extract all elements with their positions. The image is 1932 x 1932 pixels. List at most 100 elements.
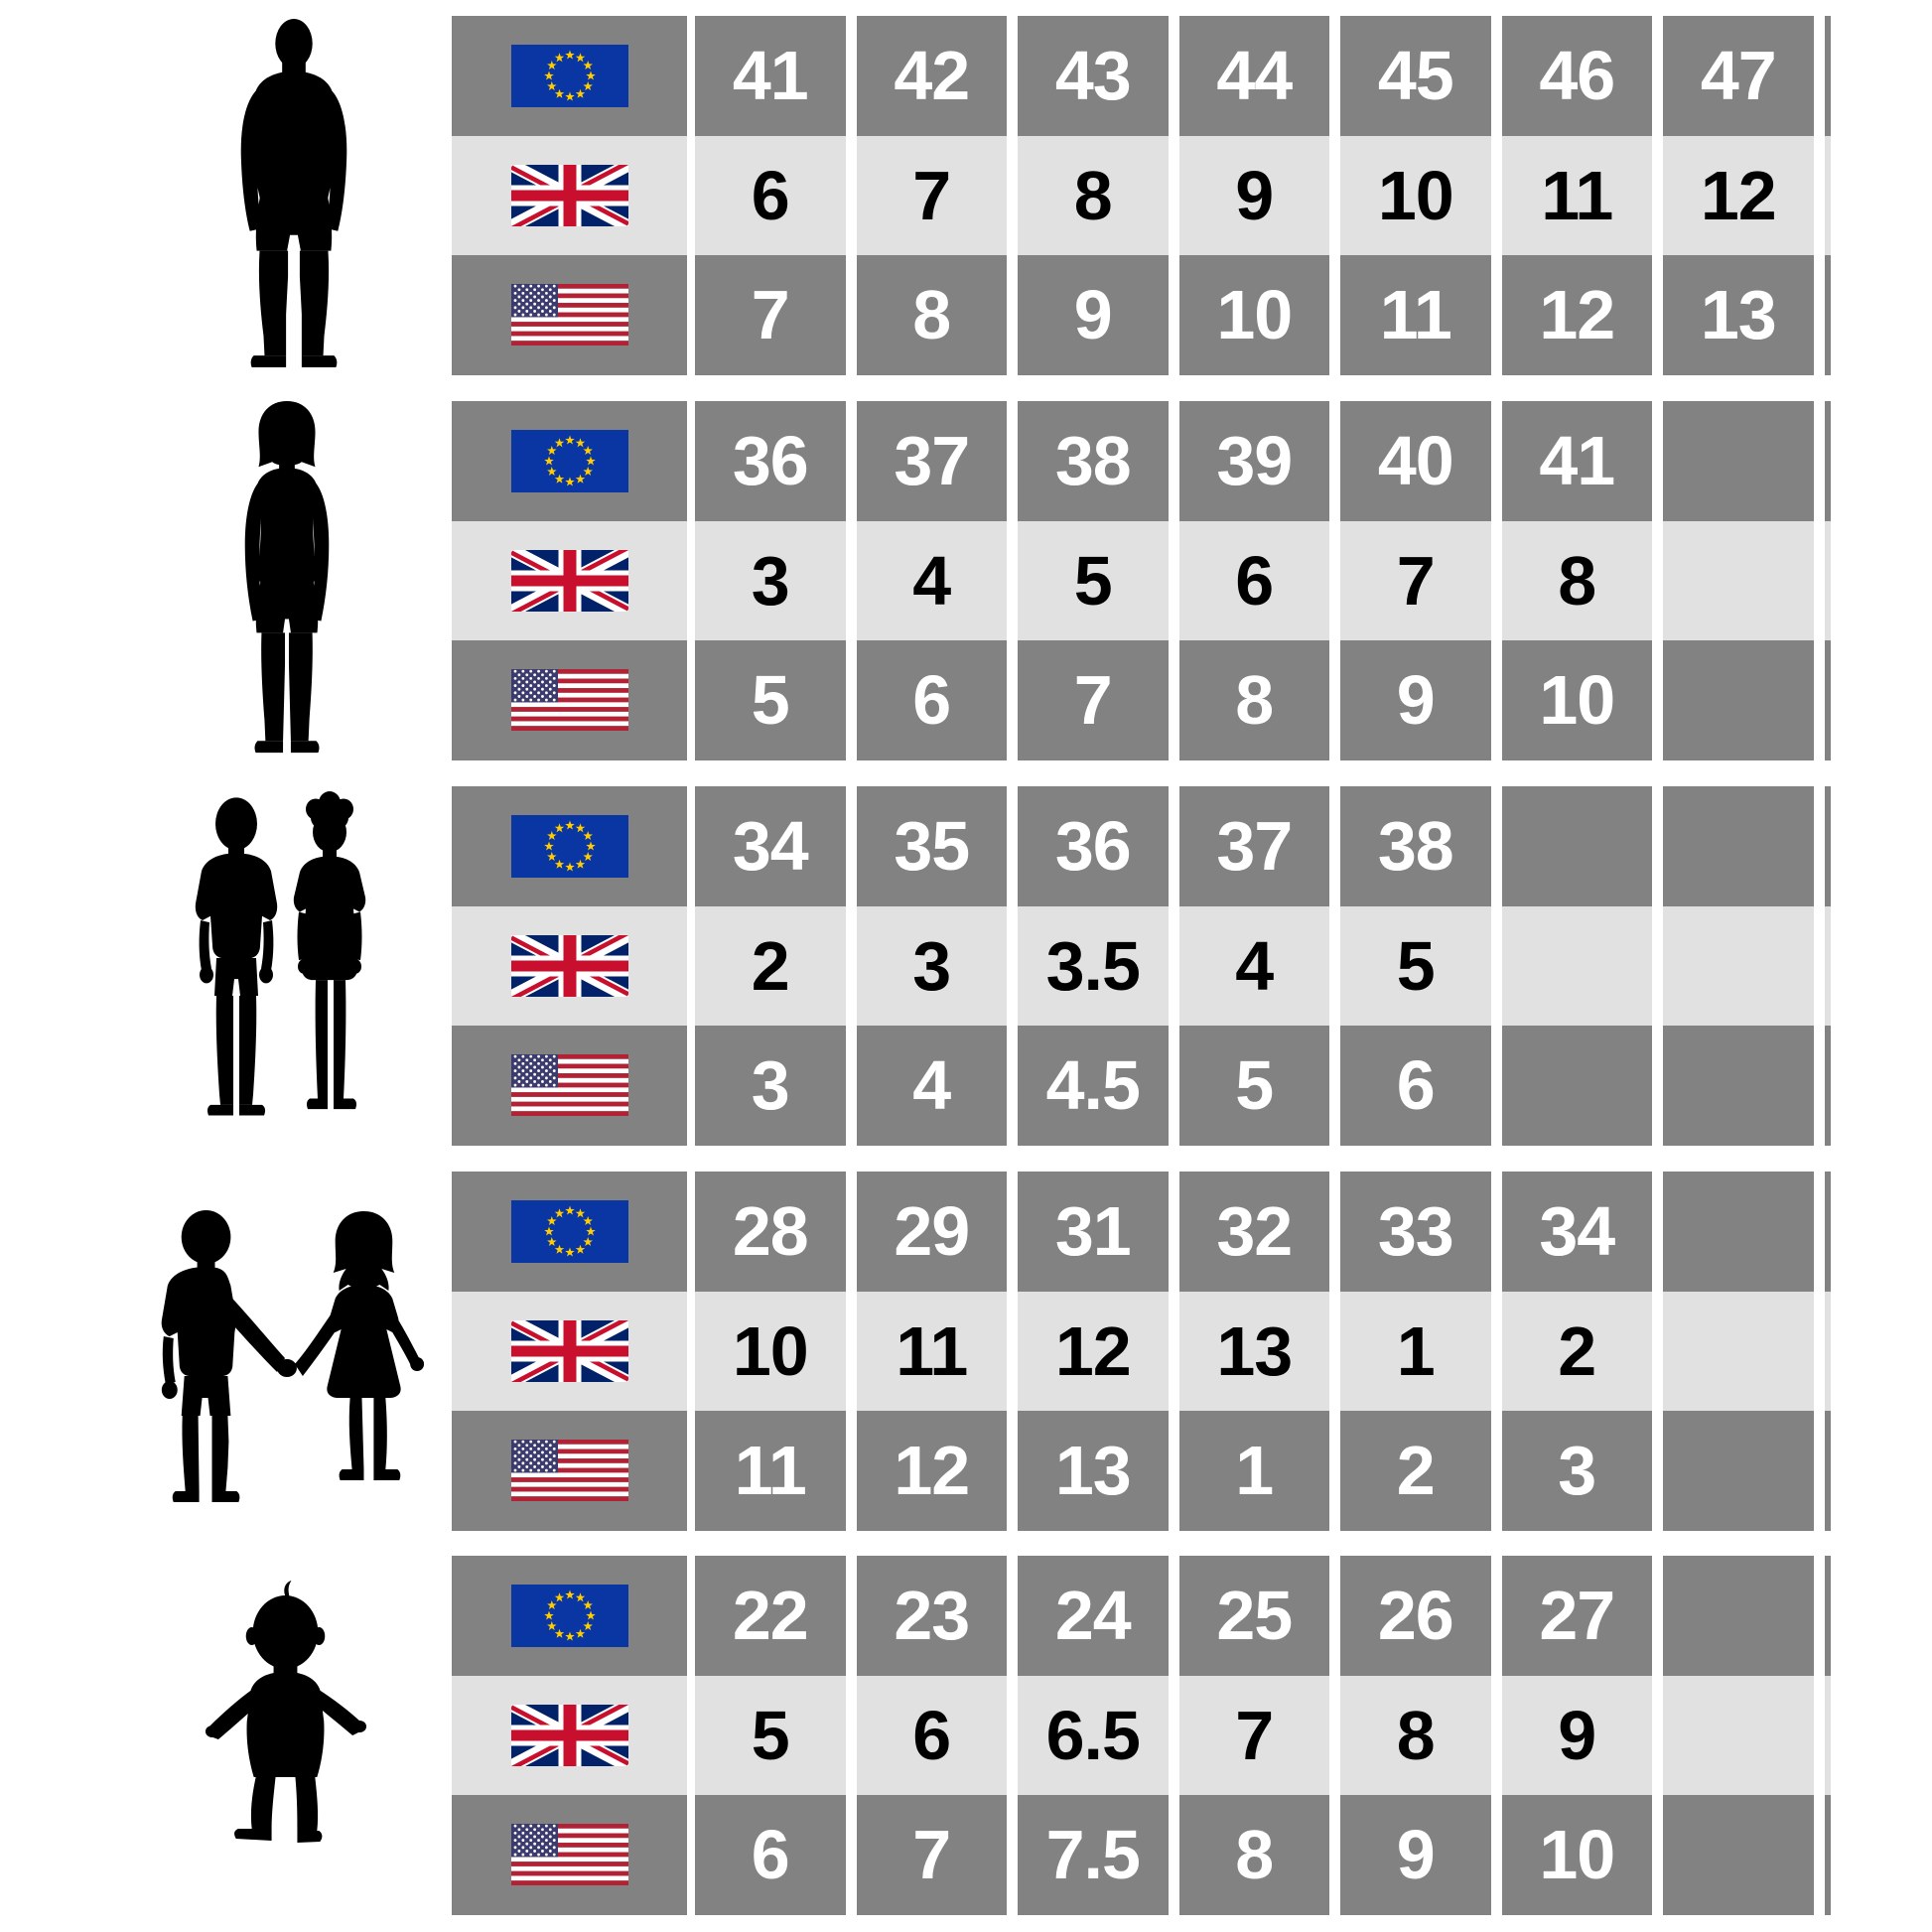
us-flag bbox=[452, 1026, 687, 1146]
size-group-man: 41 42 43 44 45 46 47 6 7 8 9 10 11 12 7 8 9 10 11 12 13 bbox=[452, 16, 1831, 375]
size-cell: 31 bbox=[1018, 1172, 1169, 1292]
size-cell: 39 bbox=[1178, 401, 1329, 521]
size-cell: 2 bbox=[695, 905, 846, 1026]
size-cell: 4.5 bbox=[1018, 1026, 1169, 1146]
size-cell: 7 bbox=[1340, 520, 1491, 640]
table-edge-sliver bbox=[1824, 16, 1831, 136]
table-edge-sliver bbox=[1824, 135, 1831, 255]
size-row-eu-woman: 36 37 38 39 40 41 bbox=[452, 401, 1831, 521]
size-cell bbox=[1663, 1172, 1814, 1292]
size-cell: 36 bbox=[1018, 786, 1169, 906]
size-cell: 12 bbox=[856, 1411, 1007, 1531]
size-cell: 40 bbox=[1340, 401, 1491, 521]
eu-flag bbox=[452, 1556, 687, 1676]
size-cell: 5 bbox=[695, 1675, 846, 1795]
table-edge-sliver bbox=[1824, 786, 1831, 906]
size-cell: 11 bbox=[1340, 255, 1491, 375]
size-cell: 8 bbox=[856, 255, 1007, 375]
size-cell: 13 bbox=[1663, 255, 1814, 375]
size-cell: 11 bbox=[1501, 135, 1652, 255]
size-group-toddler: 22 23 24 25 26 27 5 6 6.5 7 8 9 6 7 7.5 8 9 10 bbox=[452, 1556, 1831, 1915]
size-cell: 7 bbox=[695, 255, 846, 375]
size-cell: 8 bbox=[1501, 520, 1652, 640]
size-cell bbox=[1663, 640, 1814, 760]
size-cell: 3.5 bbox=[1018, 905, 1169, 1026]
man-silhouette bbox=[240, 18, 347, 368]
size-cell: 8 bbox=[1340, 1675, 1491, 1795]
size-cell: 24 bbox=[1018, 1556, 1169, 1676]
size-cell: 6 bbox=[1340, 1026, 1491, 1146]
size-cell bbox=[1663, 401, 1814, 521]
size-cell: 23 bbox=[856, 1556, 1007, 1676]
size-cell: 7.5 bbox=[1018, 1795, 1169, 1915]
table-edge-sliver bbox=[1824, 1291, 1831, 1411]
table-edge-sliver bbox=[1824, 1675, 1831, 1795]
size-cell: 3 bbox=[695, 520, 846, 640]
us-flag bbox=[452, 1411, 687, 1531]
us-flag bbox=[452, 640, 687, 760]
size-cell: 2 bbox=[1340, 1411, 1491, 1531]
uk-flag bbox=[452, 905, 687, 1026]
table-edge-sliver bbox=[1824, 1795, 1831, 1915]
table-edge-sliver bbox=[1824, 1172, 1831, 1292]
size-cell: 6.5 bbox=[1018, 1675, 1169, 1795]
size-cell: 34 bbox=[695, 786, 846, 906]
size-group-woman: 36 37 38 39 40 41 3 4 5 6 7 8 5 6 7 8 9 10 bbox=[452, 401, 1831, 760]
size-cell: 9 bbox=[1340, 640, 1491, 760]
size-cell: 6 bbox=[695, 1795, 846, 1915]
size-cell: 6 bbox=[856, 1675, 1007, 1795]
us-flag bbox=[452, 255, 687, 375]
size-cell: 5 bbox=[1178, 1026, 1329, 1146]
size-cell: 41 bbox=[695, 16, 846, 136]
size-cell: 13 bbox=[1018, 1411, 1169, 1531]
size-cell bbox=[1663, 1795, 1814, 1915]
size-cell: 10 bbox=[1340, 135, 1491, 255]
size-cell: 9 bbox=[1501, 1675, 1652, 1795]
size-cell: 41 bbox=[1501, 401, 1652, 521]
size-cell: 8 bbox=[1178, 640, 1329, 760]
size-cell: 26 bbox=[1340, 1556, 1491, 1676]
size-cell: 12 bbox=[1018, 1291, 1169, 1411]
size-row-uk-young-children: 10 11 12 13 1 2 bbox=[452, 1291, 1831, 1411]
table-edge-sliver bbox=[1824, 255, 1831, 375]
size-cell: 32 bbox=[1178, 1172, 1329, 1292]
size-cell: 6 bbox=[695, 135, 846, 255]
size-cell: 10 bbox=[695, 1291, 846, 1411]
size-cell: 3 bbox=[856, 905, 1007, 1026]
size-cell: 5 bbox=[695, 640, 846, 760]
size-cell: 4 bbox=[1178, 905, 1329, 1026]
size-cell: 47 bbox=[1663, 16, 1814, 136]
size-cell: 45 bbox=[1340, 16, 1491, 136]
size-cell: 12 bbox=[1501, 255, 1652, 375]
eu-flag bbox=[452, 401, 687, 521]
size-cell bbox=[1663, 1675, 1814, 1795]
size-row-us-toddler: 6 7 7.5 8 9 10 bbox=[452, 1795, 1831, 1915]
size-cell: 29 bbox=[856, 1172, 1007, 1292]
table-edge-sliver bbox=[1824, 1411, 1831, 1531]
us-flag bbox=[452, 1795, 687, 1915]
uk-flag bbox=[452, 1291, 687, 1411]
size-cell: 44 bbox=[1178, 16, 1329, 136]
size-cell: 9 bbox=[1340, 1795, 1491, 1915]
size-cell: 7 bbox=[856, 1795, 1007, 1915]
size-cell bbox=[1663, 786, 1814, 906]
size-cell: 1 bbox=[1340, 1291, 1491, 1411]
size-cell: 4 bbox=[856, 1026, 1007, 1146]
size-cell: 25 bbox=[1178, 1556, 1329, 1676]
size-cell: 6 bbox=[856, 640, 1007, 760]
table-edge-sliver bbox=[1824, 1556, 1831, 1676]
table-edge-sliver bbox=[1824, 1026, 1831, 1146]
size-cell: 38 bbox=[1018, 401, 1169, 521]
size-cell: 9 bbox=[1178, 135, 1329, 255]
size-cell: 8 bbox=[1178, 1795, 1329, 1915]
size-cell: 7 bbox=[1178, 1675, 1329, 1795]
size-cell bbox=[1501, 905, 1652, 1026]
uk-flag bbox=[452, 1675, 687, 1795]
size-cell: 46 bbox=[1501, 16, 1652, 136]
size-cell: 37 bbox=[856, 401, 1007, 521]
size-cell: 10 bbox=[1501, 1795, 1652, 1915]
table-edge-sliver bbox=[1824, 401, 1831, 521]
young-children-silhouette bbox=[161, 1210, 425, 1502]
size-cell: 8 bbox=[1018, 135, 1169, 255]
uk-flag bbox=[452, 135, 687, 255]
